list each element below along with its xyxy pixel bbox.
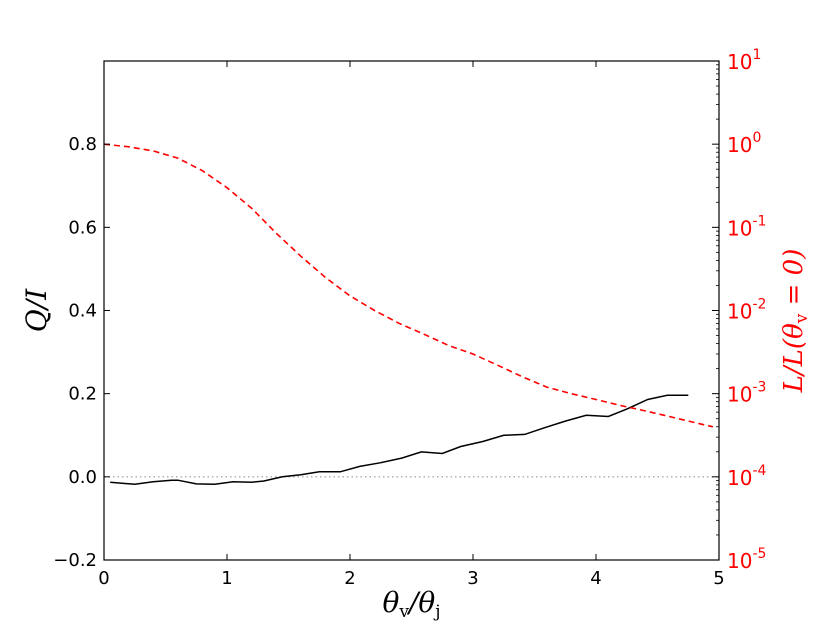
x-tick-label: 2 xyxy=(344,568,355,589)
right-tick-label: 10-4 xyxy=(727,463,767,490)
luminance-ratio-line xyxy=(103,143,714,428)
tick-layer: 0 1 2 3 4 5 −0.2 0.0 0.2 0.4 0.6 0.8 10-5 10-4 10-3 10-… xyxy=(53,47,766,589)
x-tick-label: 4 xyxy=(590,568,601,589)
x-tick-label: 0 xyxy=(98,568,109,589)
left-tick-label: 0.0 xyxy=(68,467,97,488)
left-tick-label: 0.4 xyxy=(68,301,97,322)
right-tick-label: 10-5 xyxy=(727,546,766,573)
right-tick-label: 10-1 xyxy=(727,213,766,240)
plot-background xyxy=(104,61,719,560)
left-tick-label: 0.6 xyxy=(68,217,97,238)
left-tick-label: 0.2 xyxy=(68,384,97,405)
right-tick-label: 101 xyxy=(727,47,761,74)
right-tick-label: 100 xyxy=(727,130,761,157)
series-layer xyxy=(103,143,714,486)
label-layer: θv/θj Q/I L/L(θv = 0) xyxy=(20,249,812,622)
x-axis-label: θv/θj xyxy=(382,586,440,622)
left-tick-label: −0.2 xyxy=(53,550,97,571)
polarization-line xyxy=(110,394,689,486)
right-tick-label: 10-2 xyxy=(727,297,766,324)
x-tick-label: 5 xyxy=(713,568,724,589)
left-tick-label: 0.8 xyxy=(68,134,97,155)
right-tick-label: 10-3 xyxy=(727,380,766,407)
left-axis-label: Q/I xyxy=(20,288,53,332)
x-tick-label: 3 xyxy=(467,568,478,589)
right-axis-label: L/L(θv = 0) xyxy=(779,249,812,394)
x-tick-label: 1 xyxy=(221,568,232,589)
